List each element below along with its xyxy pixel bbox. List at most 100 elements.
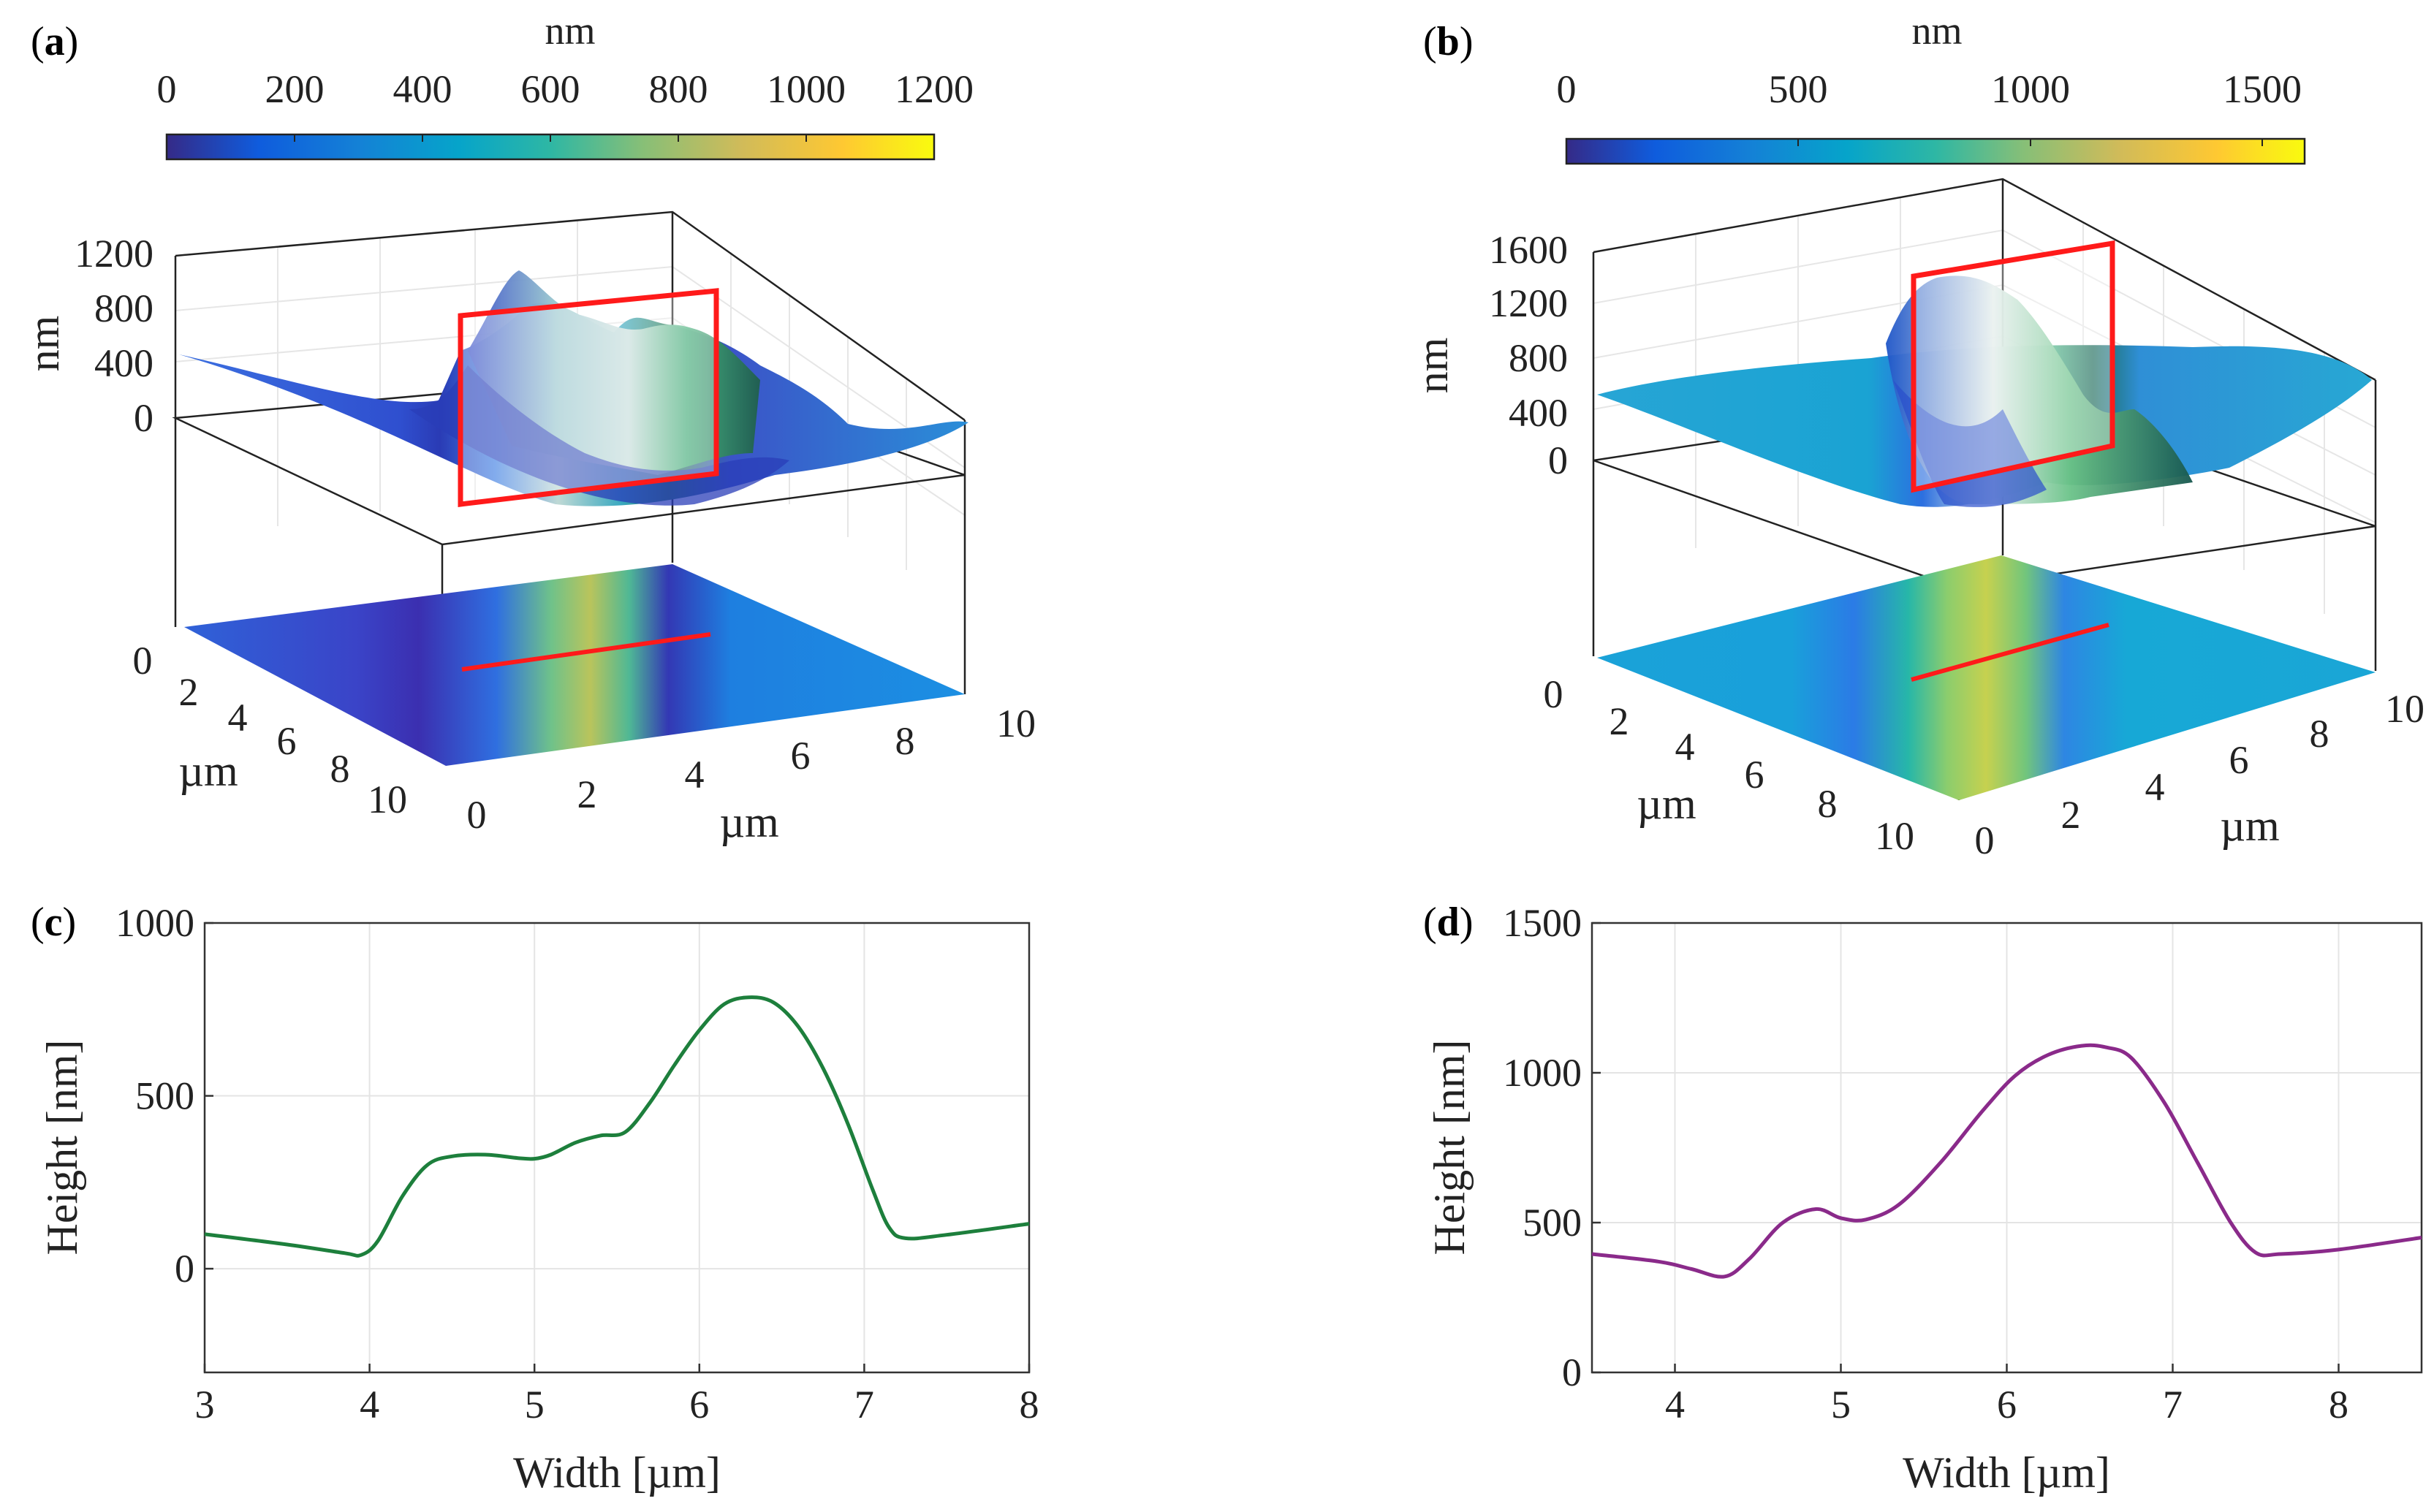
colorbar-b-tick-0: 0 <box>1557 67 1577 111</box>
colorbar-b-tick-2: 1000 <box>1991 67 2070 111</box>
colorbar-a-tick-5: 1000 <box>767 67 846 111</box>
zaxis-b: nm 0 400 800 1200 1600 <box>1409 228 1568 482</box>
chart-c-grid <box>204 922 1030 1372</box>
xaxis-a-tick-2: 4 <box>685 753 705 797</box>
zaxis-a-tick-2: 800 <box>94 286 153 330</box>
xaxis-b-tick-2: 4 <box>2145 765 2165 809</box>
chart-c-ylabel: Height [nm] <box>38 1040 86 1255</box>
yaxis-b: 0 2 4 6 8 10 µm <box>1544 672 1915 858</box>
yaxis-a-label: µm <box>178 747 238 795</box>
chart-c-xtick-label-5: 8 <box>1020 1383 1039 1426</box>
chart-d-xtick-label-0: 4 <box>1665 1383 1685 1426</box>
chart-d-xtick-label-4: 8 <box>2329 1383 2348 1426</box>
map-a-surface <box>184 564 965 766</box>
map-b-cut-line <box>1911 623 2109 682</box>
zaxis-a-label: nm <box>20 316 68 372</box>
zaxis-a-tick-1: 400 <box>94 341 153 385</box>
chart-d-grid <box>1592 922 2422 1373</box>
chart-d: (d) 4 5 6 7 8 0 500 1000 1500 Width [µm] Height … <box>1423 900 2423 1497</box>
cut-plane-a-fill <box>460 291 716 504</box>
colorbar-b-title: nm <box>1911 9 1962 53</box>
map-b-surface <box>1597 555 2376 800</box>
yaxis-a-tick-1: 2 <box>179 670 199 714</box>
chart-d-ticks: 4 5 6 7 8 0 500 1000 1500 <box>1503 901 2348 1426</box>
map-b <box>1597 555 2376 800</box>
colorbar-a-title: nm <box>545 9 595 53</box>
xaxis-b-tick-3: 6 <box>2229 738 2249 782</box>
colorbar-a-tick-0: 0 <box>157 67 177 111</box>
surface-a-ridge <box>468 270 760 475</box>
chart-c-ytick-label-2: 1000 <box>115 901 194 945</box>
xaxis-b-tick-0: 0 <box>1975 818 1995 862</box>
chart-d-series-line <box>1591 1043 2422 1279</box>
panel-a-letter: a <box>45 19 65 64</box>
panel-b-letter: b <box>1437 19 1460 64</box>
yaxis-a-tick-5: 10 <box>368 778 407 821</box>
colorbar-a: nm 0 200 400 600 800 1000 1200 <box>157 9 974 161</box>
panel-d-label: (d) <box>1423 900 1473 945</box>
zaxis-b-label: nm <box>1409 338 1457 394</box>
surface-b-valley <box>1893 380 2047 507</box>
colorbar-b-tick-1: 500 <box>1769 67 1828 111</box>
chart-c-ytick-label-1: 500 <box>135 1074 194 1118</box>
colorbar-a-tick-1: 200 <box>265 67 325 111</box>
yaxis-b-tick-5: 10 <box>1875 814 1914 858</box>
map-a-cut-line <box>461 632 711 672</box>
yaxis-b-tick-0: 0 <box>1544 672 1563 716</box>
chart-d-xlabel: Width [µm] <box>1903 1448 2110 1497</box>
xaxis-a-tick-3: 6 <box>791 734 811 778</box>
yaxis-b-tick-1: 2 <box>1610 699 1629 743</box>
surface-b <box>1597 240 2372 507</box>
chart-c-xtick-label-0: 3 <box>195 1383 215 1426</box>
chart-c-frame <box>203 922 1031 1374</box>
chart-d-xtick-label-2: 6 <box>1997 1383 2017 1426</box>
cut-plane-a <box>458 288 719 507</box>
chart-d-ytick-label-2: 1000 <box>1503 1051 1582 1095</box>
panel-d-letter: d <box>1437 900 1460 945</box>
panel-b: (b) nm 0 500 1000 1500 <box>1409 9 2424 862</box>
chart-d-xtick-label-3: 7 <box>2163 1383 2183 1426</box>
chart-d-ylabel: Height [nm] <box>1425 1040 1474 1255</box>
zaxis-a-tick-3: 1200 <box>75 232 153 276</box>
chart-d-xtick-label-1: 5 <box>1831 1383 1851 1426</box>
colorbar-b-bar <box>1565 137 2306 165</box>
colorbar-a-tick-2: 400 <box>393 67 452 111</box>
xaxis-a-tick-5: 10 <box>996 702 1036 745</box>
yaxis-b-tick-4: 8 <box>1818 782 1838 826</box>
colorbar-b-tick-3: 1500 <box>2223 67 2302 111</box>
panel-a-label: (a) <box>31 19 78 64</box>
chart-c-xlabel: Width [µm] <box>513 1448 721 1497</box>
xaxis-b: 0 2 4 6 8 10 µm <box>1975 687 2425 862</box>
xaxis-a-label: µm <box>719 798 778 846</box>
surface-a-valley <box>409 365 789 506</box>
zaxis-b-tick-4: 1600 <box>1489 228 1568 272</box>
yaxis-a: 0 2 4 6 8 10 µm <box>133 639 408 821</box>
colorbar-a-tick-3: 600 <box>521 67 580 111</box>
zaxis-a: nm 0 400 800 1200 <box>20 232 153 440</box>
xaxis-b-tick-5: 10 <box>2385 687 2424 731</box>
colorbar-a-tick-4: 800 <box>649 67 708 111</box>
xaxis-a: 0 2 4 6 8 10 µm <box>467 702 1036 846</box>
chart-c: (c) 3 4 5 6 7 8 0 500 1000 Width [µm] Height [nm… <box>31 900 1039 1497</box>
xaxis-a-tick-1: 2 <box>577 772 597 816</box>
chart-c-ytick-label-0: 0 <box>175 1247 194 1291</box>
panel-b-label: (b) <box>1423 19 1473 64</box>
xaxis-b-label: µm <box>2220 802 2279 850</box>
zaxis-b-tick-0: 0 <box>1548 438 1568 482</box>
cut-plane-b-fill <box>1914 243 2112 490</box>
yaxis-b-tick-3: 6 <box>1745 753 1764 797</box>
xaxis-a-tick-0: 0 <box>467 793 487 837</box>
chart-c-xtick-label-4: 7 <box>854 1383 874 1426</box>
zaxis-b-tick-1: 400 <box>1509 391 1568 435</box>
yaxis-b-tick-2: 4 <box>1675 725 1695 769</box>
map-a <box>184 564 965 766</box>
zaxis-a-tick-0: 0 <box>134 396 153 440</box>
colorbar-a-tick-6: 1200 <box>895 67 974 111</box>
yaxis-a-tick-4: 8 <box>330 747 350 791</box>
cut-plane-b <box>1911 240 2115 493</box>
panel-c-letter: c <box>45 900 63 945</box>
yaxis-b-label: µm <box>1637 780 1696 828</box>
chart-d-ytick-label-3: 1500 <box>1503 901 1582 945</box>
colorbar-b: nm 0 500 1000 1500 <box>1557 9 2306 165</box>
chart-c-ticks: 3 4 5 6 7 8 0 500 1000 <box>115 901 1039 1426</box>
